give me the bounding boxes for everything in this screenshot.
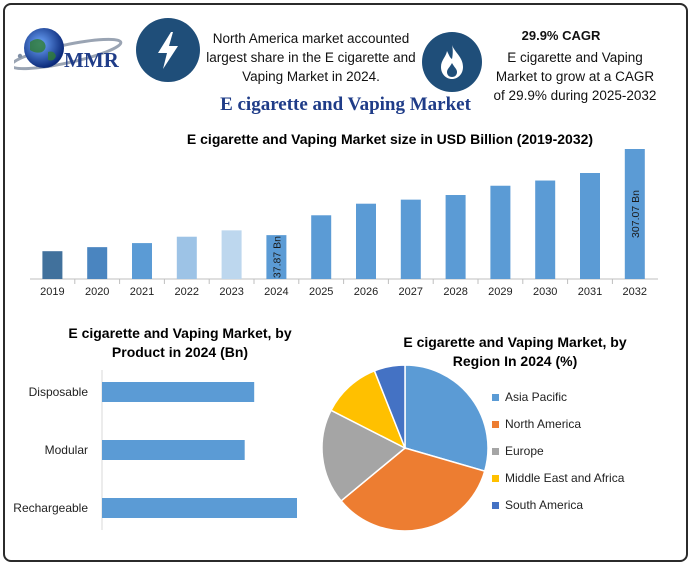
legend-label: South America xyxy=(505,498,584,512)
lightning-bolt-icon xyxy=(136,18,200,82)
region-chart-title: E cigarette and Vaping Market, by Region… xyxy=(403,334,627,369)
x-tick-2025: 2025 xyxy=(309,286,333,298)
x-tick-2020: 2020 xyxy=(85,286,109,298)
left-info-text: North America market accounted largest s… xyxy=(206,31,416,84)
data-label-2024: 37.87 Bn xyxy=(271,236,283,278)
legend-label: North America xyxy=(505,417,582,431)
pie-slice-south-america xyxy=(373,364,406,449)
x-tick-2022: 2022 xyxy=(175,286,199,298)
legend-swatch xyxy=(492,475,499,483)
bar-2027 xyxy=(400,199,421,279)
bar-2024 xyxy=(266,235,287,279)
legend-label: Europe xyxy=(505,444,544,458)
bar-2030 xyxy=(535,180,556,279)
data-label-2032: 307.07 Bn xyxy=(630,190,642,238)
bar-chart-title: E cigarette and Vaping Market size in US… xyxy=(186,131,594,147)
bar-2022 xyxy=(176,236,197,279)
x-tick-2030: 2030 xyxy=(533,286,557,298)
legend-item-asia-pacific: Asia Pacific xyxy=(492,390,567,404)
pie-slice-asia-pacific xyxy=(404,364,489,473)
x-tick-2031: 2031 xyxy=(578,286,602,298)
bar-2021 xyxy=(132,243,152,279)
hbar-modular xyxy=(102,440,245,460)
bar-2023 xyxy=(221,230,242,279)
legend-swatch xyxy=(492,421,499,429)
legend-swatch xyxy=(492,502,499,510)
flame-icon xyxy=(422,32,482,92)
bar-2031 xyxy=(580,173,600,279)
x-tick-2029: 2029 xyxy=(488,286,512,298)
legend-label: Middle East and Africa xyxy=(505,471,625,485)
hbar-label-disposable: Disposable xyxy=(29,385,89,399)
product-bar-chart: Disposable Modular Rechargeable xyxy=(13,370,297,530)
legend-swatch xyxy=(492,448,499,456)
hbar-label-rechargeable: Rechargeable xyxy=(13,501,88,515)
bar-2020 xyxy=(87,247,108,279)
legend-label: Asia Pacific xyxy=(505,390,568,404)
x-tick-2028: 2028 xyxy=(443,286,467,298)
product-chart-title: E cigarette and Vaping Market, by Produc… xyxy=(68,325,292,360)
x-tick-2026: 2026 xyxy=(354,286,378,298)
bar-2026 xyxy=(356,203,376,279)
pie-slice-europe xyxy=(321,409,407,502)
cagr-title: 29.9% CAGR xyxy=(521,28,601,43)
hbar-disposable xyxy=(102,382,255,402)
x-tick-2027: 2027 xyxy=(399,286,423,298)
hbar-rechargeable xyxy=(102,498,297,518)
bar-2019 xyxy=(42,251,63,279)
hbar-label-modular: Modular xyxy=(45,443,88,457)
x-tick-2023: 2023 xyxy=(219,286,243,298)
bar-2032 xyxy=(624,149,645,279)
bar-2029 xyxy=(490,185,511,279)
cagr-text: E cigarette and Vaping Market to grow at… xyxy=(493,50,657,103)
legend-item-europe: Europe xyxy=(492,444,544,458)
legend-item-middle-east-and-africa: Middle East and Africa xyxy=(492,471,624,485)
x-tick-2021: 2021 xyxy=(130,286,154,298)
pie-slice-north-america xyxy=(339,447,486,532)
market-size-bar-chart: 2019 2020 2021 2022 2023 2024 37.87 Bn 2025 2026… xyxy=(30,149,658,298)
x-tick-2032: 2032 xyxy=(623,286,647,298)
region-pie-chart xyxy=(321,364,489,532)
legend-item-south-america: South America xyxy=(492,498,583,512)
main-title: E cigarette and Vaping Market xyxy=(220,94,471,115)
legend-item-north-america: North America xyxy=(492,417,581,431)
bar-2025 xyxy=(311,215,332,279)
x-tick-2019: 2019 xyxy=(40,286,64,298)
logo-text: MMR xyxy=(64,48,119,72)
legend-swatch xyxy=(492,394,499,402)
x-tick-2024: 2024 xyxy=(264,286,288,298)
globe-icon xyxy=(14,28,123,71)
bar-2028 xyxy=(445,195,466,279)
